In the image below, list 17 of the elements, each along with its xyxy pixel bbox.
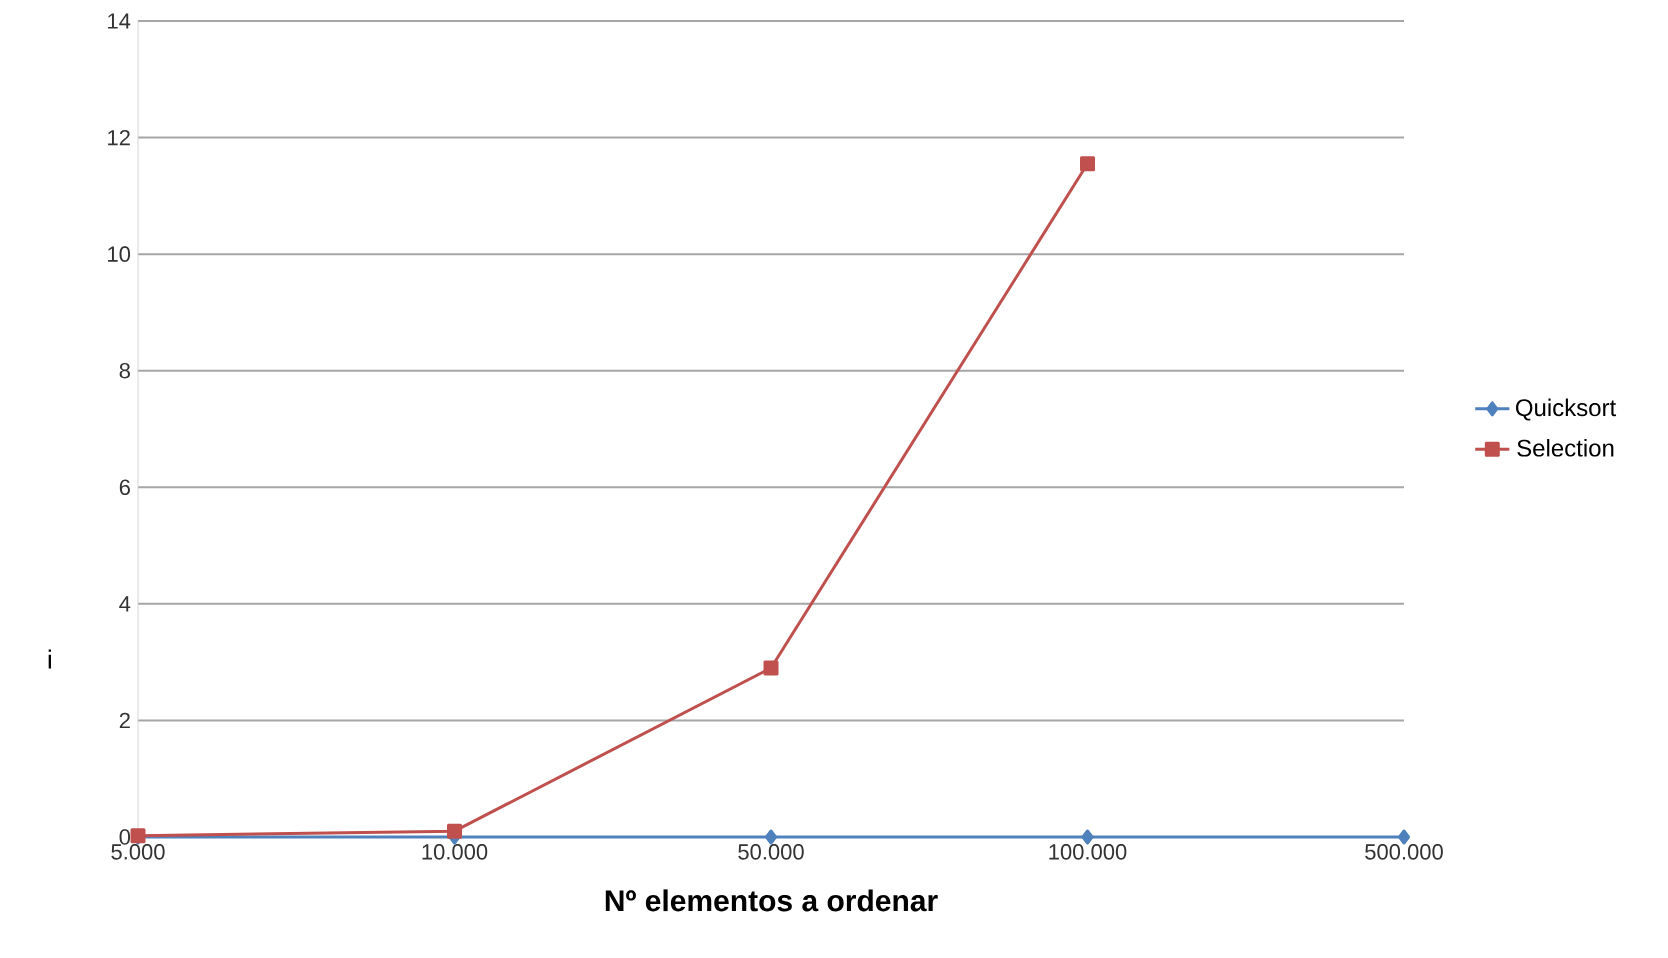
y-tick-label: 2	[119, 712, 130, 729]
y-tick-label: 14	[108, 13, 131, 29]
y-tick-label: 0	[119, 829, 131, 845]
x-tick-label: 100.000	[1049, 844, 1127, 860]
y-tick-label: 6	[119, 479, 130, 496]
x-tick-label: 500.000	[1365, 844, 1443, 860]
y-tick-label: 8	[119, 362, 130, 379]
x-tick-label: 5.000	[111, 844, 165, 860]
x-tick-label: 50.000	[738, 844, 804, 860]
x-axis-title: Nº elementos a ordenar	[605, 889, 938, 912]
legend-label: Quicksort	[1515, 398, 1617, 421]
legend-label: Selection	[1517, 439, 1614, 457]
y-axis-title: i	[48, 649, 51, 669]
y-tick-label: 10	[108, 246, 131, 262]
x-tick-label: 10.000	[422, 844, 488, 860]
y-tick-label: 4	[119, 596, 131, 612]
y-tick-label: 12	[108, 129, 130, 146]
